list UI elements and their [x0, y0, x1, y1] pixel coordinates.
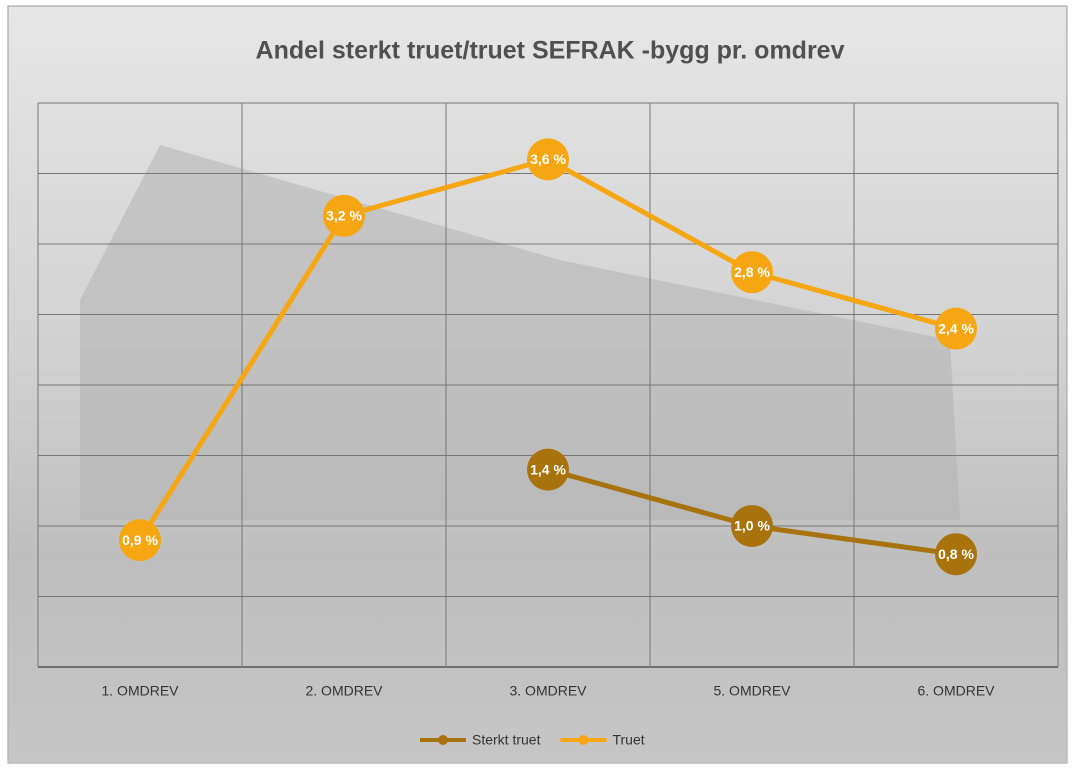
data-label: 3,2 %	[326, 208, 362, 224]
data-label: 2,4 %	[938, 320, 974, 336]
legend-marker	[438, 735, 448, 745]
x-tick-label: 2. OMDREV	[305, 683, 383, 699]
data-label: 2,8 %	[734, 264, 770, 280]
x-tick-label: 3. OMDREV	[509, 683, 587, 699]
page: Andel sterkt truet/truet SEFRAK -bygg pr…	[0, 0, 1075, 769]
data-label: 1,4 %	[530, 461, 566, 477]
data-label: 0,8 %	[938, 546, 974, 562]
data-label: 3,6 %	[530, 151, 566, 167]
x-tick-label: 1. OMDREV	[101, 683, 179, 699]
x-tick-label: 5. OMDREV	[713, 683, 791, 699]
legend-marker	[578, 735, 588, 745]
data-label: 0,9 %	[122, 532, 158, 548]
chart: Andel sterkt truet/truet SEFRAK -bygg pr…	[0, 0, 1075, 769]
legend-label: Sterkt truet	[472, 732, 541, 748]
data-label: 1,0 %	[734, 518, 770, 534]
legend-label: Truet	[612, 732, 644, 748]
chart-title: Andel sterkt truet/truet SEFRAK -bygg pr…	[256, 37, 845, 65]
x-tick-label: 6. OMDREV	[917, 683, 995, 699]
